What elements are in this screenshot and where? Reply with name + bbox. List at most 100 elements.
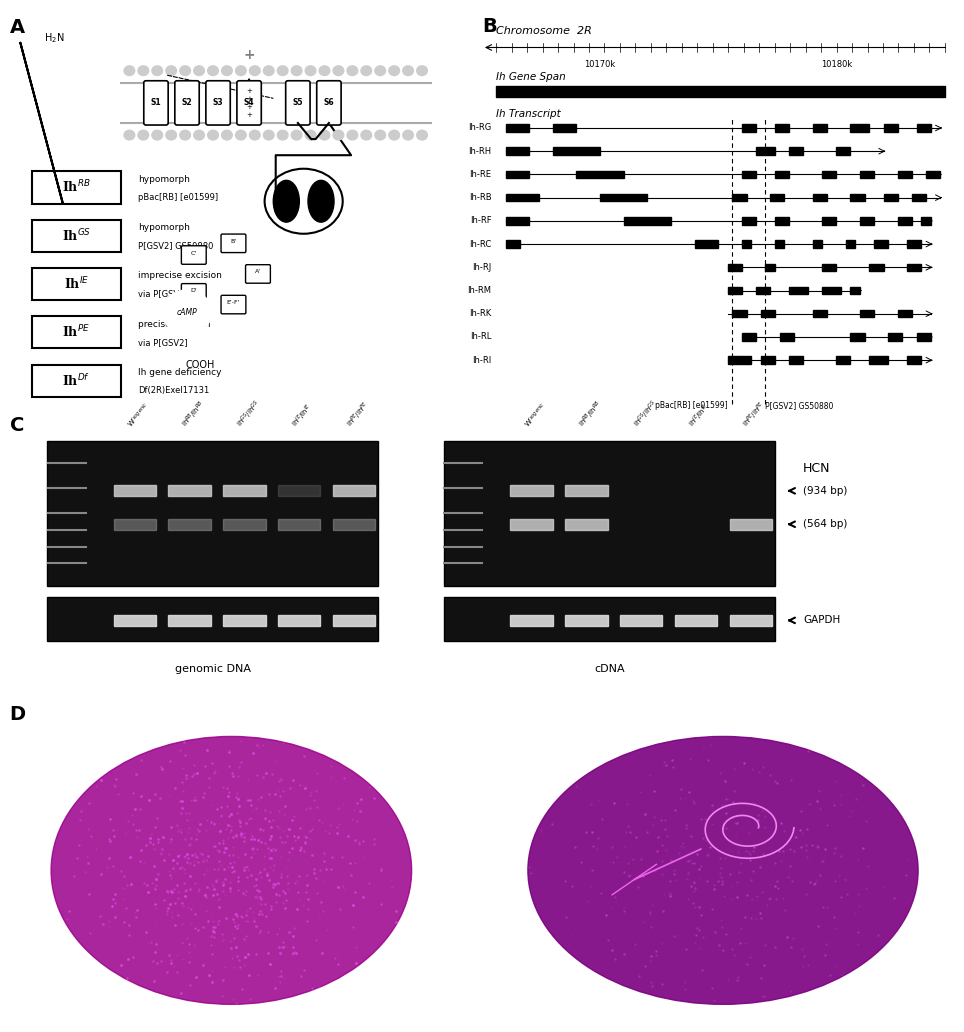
Bar (576, 170, 624, 179)
Text: S4: S4 (244, 98, 254, 107)
Bar (505, 194, 539, 201)
Text: 10180k: 10180k (820, 60, 852, 69)
Bar (836, 356, 850, 364)
FancyBboxPatch shape (317, 80, 341, 125)
Text: Ih-RC: Ih-RC (469, 239, 492, 249)
Text: +: + (246, 96, 252, 102)
Text: hypomorph: hypomorph (138, 174, 190, 184)
FancyBboxPatch shape (206, 80, 230, 125)
Bar (742, 333, 756, 341)
Text: D': D' (191, 288, 198, 293)
Bar (730, 519, 772, 529)
Bar (278, 615, 320, 626)
Circle shape (416, 130, 427, 140)
Circle shape (166, 66, 176, 75)
Circle shape (278, 66, 288, 75)
FancyBboxPatch shape (237, 80, 261, 125)
Text: Ih Transcript: Ih Transcript (496, 109, 561, 120)
Bar (510, 615, 553, 626)
Bar (510, 519, 553, 529)
Text: 10170k: 10170k (584, 60, 616, 69)
Bar (742, 217, 756, 225)
Circle shape (347, 66, 358, 75)
Circle shape (152, 66, 163, 75)
Circle shape (180, 130, 191, 140)
Bar (114, 485, 156, 496)
Text: W$^{isogenic}$: W$^{isogenic}$ (125, 400, 153, 429)
Text: Ih$^{PE}$/Ih$^{PE}$: Ih$^{PE}$/Ih$^{PE}$ (741, 398, 769, 429)
Circle shape (222, 66, 232, 75)
Bar (845, 240, 855, 248)
Bar (730, 615, 772, 626)
Bar (775, 217, 789, 225)
Bar (761, 356, 775, 364)
Bar (333, 615, 375, 626)
Text: +: + (246, 111, 252, 118)
Circle shape (291, 130, 302, 140)
Text: Ih gene deficiency: Ih gene deficiency (138, 368, 222, 377)
Bar (728, 356, 751, 364)
Bar (860, 217, 874, 225)
Text: S1: S1 (150, 98, 161, 107)
Bar (505, 217, 529, 225)
Bar (278, 485, 320, 496)
Text: Ih-RM: Ih-RM (468, 286, 492, 295)
Bar (922, 217, 931, 225)
Circle shape (138, 66, 148, 75)
Bar (114, 615, 156, 626)
Text: imprecise excision: imprecise excision (138, 271, 222, 281)
Bar (565, 519, 607, 529)
Text: Ih$^{IE}$/ Ih$^{IE}$: Ih$^{IE}$/ Ih$^{IE}$ (523, 737, 573, 754)
Bar (600, 194, 648, 201)
FancyBboxPatch shape (285, 80, 310, 125)
Circle shape (361, 130, 371, 140)
Text: P[GSV2] GS50880: P[GSV2] GS50880 (765, 400, 834, 410)
Text: C': C' (191, 251, 197, 256)
Bar (884, 124, 897, 132)
Bar (822, 170, 837, 179)
Circle shape (403, 66, 414, 75)
Bar (850, 333, 865, 341)
Text: cDNA: cDNA (594, 665, 625, 674)
Text: Ih$^{GS}$/Ih$^{GS}$: Ih$^{GS}$/Ih$^{GS}$ (631, 397, 661, 429)
Text: (564 bp): (564 bp) (803, 519, 847, 529)
Bar (620, 615, 662, 626)
Bar (775, 170, 789, 179)
Bar (813, 310, 827, 318)
Circle shape (306, 66, 316, 75)
Circle shape (319, 130, 330, 140)
Bar (888, 333, 902, 341)
Text: HCN: HCN (803, 462, 831, 475)
Ellipse shape (308, 181, 334, 222)
Text: Ih$^{IE}$: Ih$^{IE}$ (64, 276, 89, 292)
Circle shape (319, 66, 330, 75)
Text: Ih-RF: Ih-RF (469, 217, 492, 225)
Bar (884, 194, 897, 201)
Text: genomic DNA: genomic DNA (174, 665, 251, 674)
Circle shape (403, 130, 414, 140)
Bar (223, 615, 266, 626)
Bar (505, 240, 520, 248)
Text: A: A (10, 19, 25, 37)
Bar (169, 519, 211, 529)
Circle shape (416, 66, 427, 75)
Bar (897, 217, 912, 225)
Ellipse shape (528, 737, 918, 1004)
Bar (870, 356, 888, 364)
Bar (742, 124, 756, 132)
Bar (897, 170, 912, 179)
FancyBboxPatch shape (32, 220, 120, 252)
Text: +: + (246, 88, 252, 94)
Text: D: D (10, 705, 26, 724)
Bar (917, 333, 931, 341)
Circle shape (375, 66, 386, 75)
Bar (553, 124, 576, 132)
Bar (624, 217, 671, 225)
FancyBboxPatch shape (32, 364, 120, 396)
Bar (897, 310, 912, 318)
Text: S6: S6 (324, 98, 335, 107)
Circle shape (334, 130, 344, 140)
Bar (860, 170, 874, 179)
Bar (850, 194, 865, 201)
Text: Df(2R)Exel17131: Df(2R)Exel17131 (138, 386, 209, 395)
